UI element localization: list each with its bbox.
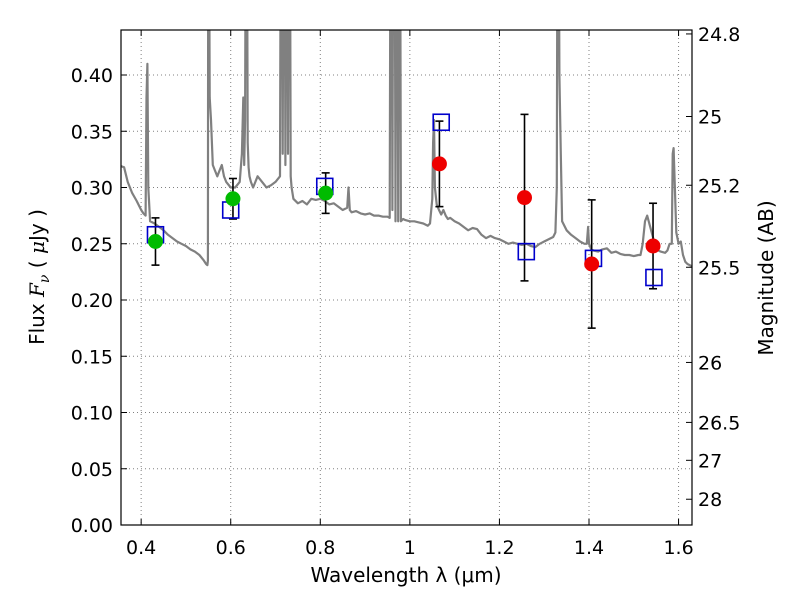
y-axis-title-symbol: F [25,282,49,298]
y-tick-label: 0.40 [71,65,113,87]
right-tick-label: 27 [698,450,722,472]
x-tick-label: 1.6 [663,537,693,559]
model-sed-line [121,30,692,268]
y-tick-label: 0.10 [71,403,113,425]
observed-flux-point [517,190,533,206]
y-axis-title-unit: ( [25,254,49,275]
right-tick-label: 25.2 [698,175,740,197]
right-tick-label: 26 [698,352,722,374]
model-flux-square [432,113,451,132]
y-axis-title: Flux Fν ( μJy ) [25,209,53,345]
right-tick-label: 28 [698,489,722,511]
plot-frame [120,29,693,526]
right-tick-label: 25 [698,107,722,129]
y-axis-title-flux: Flux [25,297,49,345]
observed-flux-point [431,156,447,172]
observed-flux-point [225,191,241,207]
observed-flux-point [645,238,661,254]
y-tick-label: 0.05 [71,459,113,481]
axis-ticks: 0.4 0.6 0.8 1 1.2 1.4 1.6 0.00 0.05 0.10 0.15 0.20 0… [71,24,741,559]
y-tick-label: 0.00 [71,515,113,537]
right-axis-title: Magnitude (AB) [754,200,778,355]
x-tick-label: 1.2 [484,537,514,559]
y-tick-label: 0.35 [71,121,113,143]
y-tick-label: 0.20 [71,290,113,312]
right-tick-label: 26.5 [698,412,740,434]
model-flux-square [645,268,663,287]
right-tick-label: 25.5 [698,257,740,279]
x-tick-label: 1 [404,537,416,559]
y-tick-label: 0.25 [71,234,113,256]
right-tick-label: 24.8 [698,24,740,46]
grid [121,30,692,526]
x-tick-label: 0.4 [126,537,156,559]
x-tick-label: 0.8 [305,537,335,559]
x-axis-title: Wavelength λ (μm) [310,563,501,587]
model-flux-square [517,242,536,261]
y-tick-label: 0.15 [71,346,113,368]
y-axis-title-mu: μ [25,241,49,254]
x-tick-label: 1.4 [574,537,604,559]
x-tick-label: 0.6 [216,537,246,559]
observed-flux-point [318,185,334,201]
y-tick-label: 0.30 [71,178,113,200]
model-sed-layer [121,30,692,268]
y-axis-title-unit-end: Jy ) [25,209,49,243]
data-points-layer [146,113,663,329]
y-axis-title-subscript: ν [37,274,53,283]
observed-flux-point [147,234,163,249]
observed-flux-point [584,256,600,272]
